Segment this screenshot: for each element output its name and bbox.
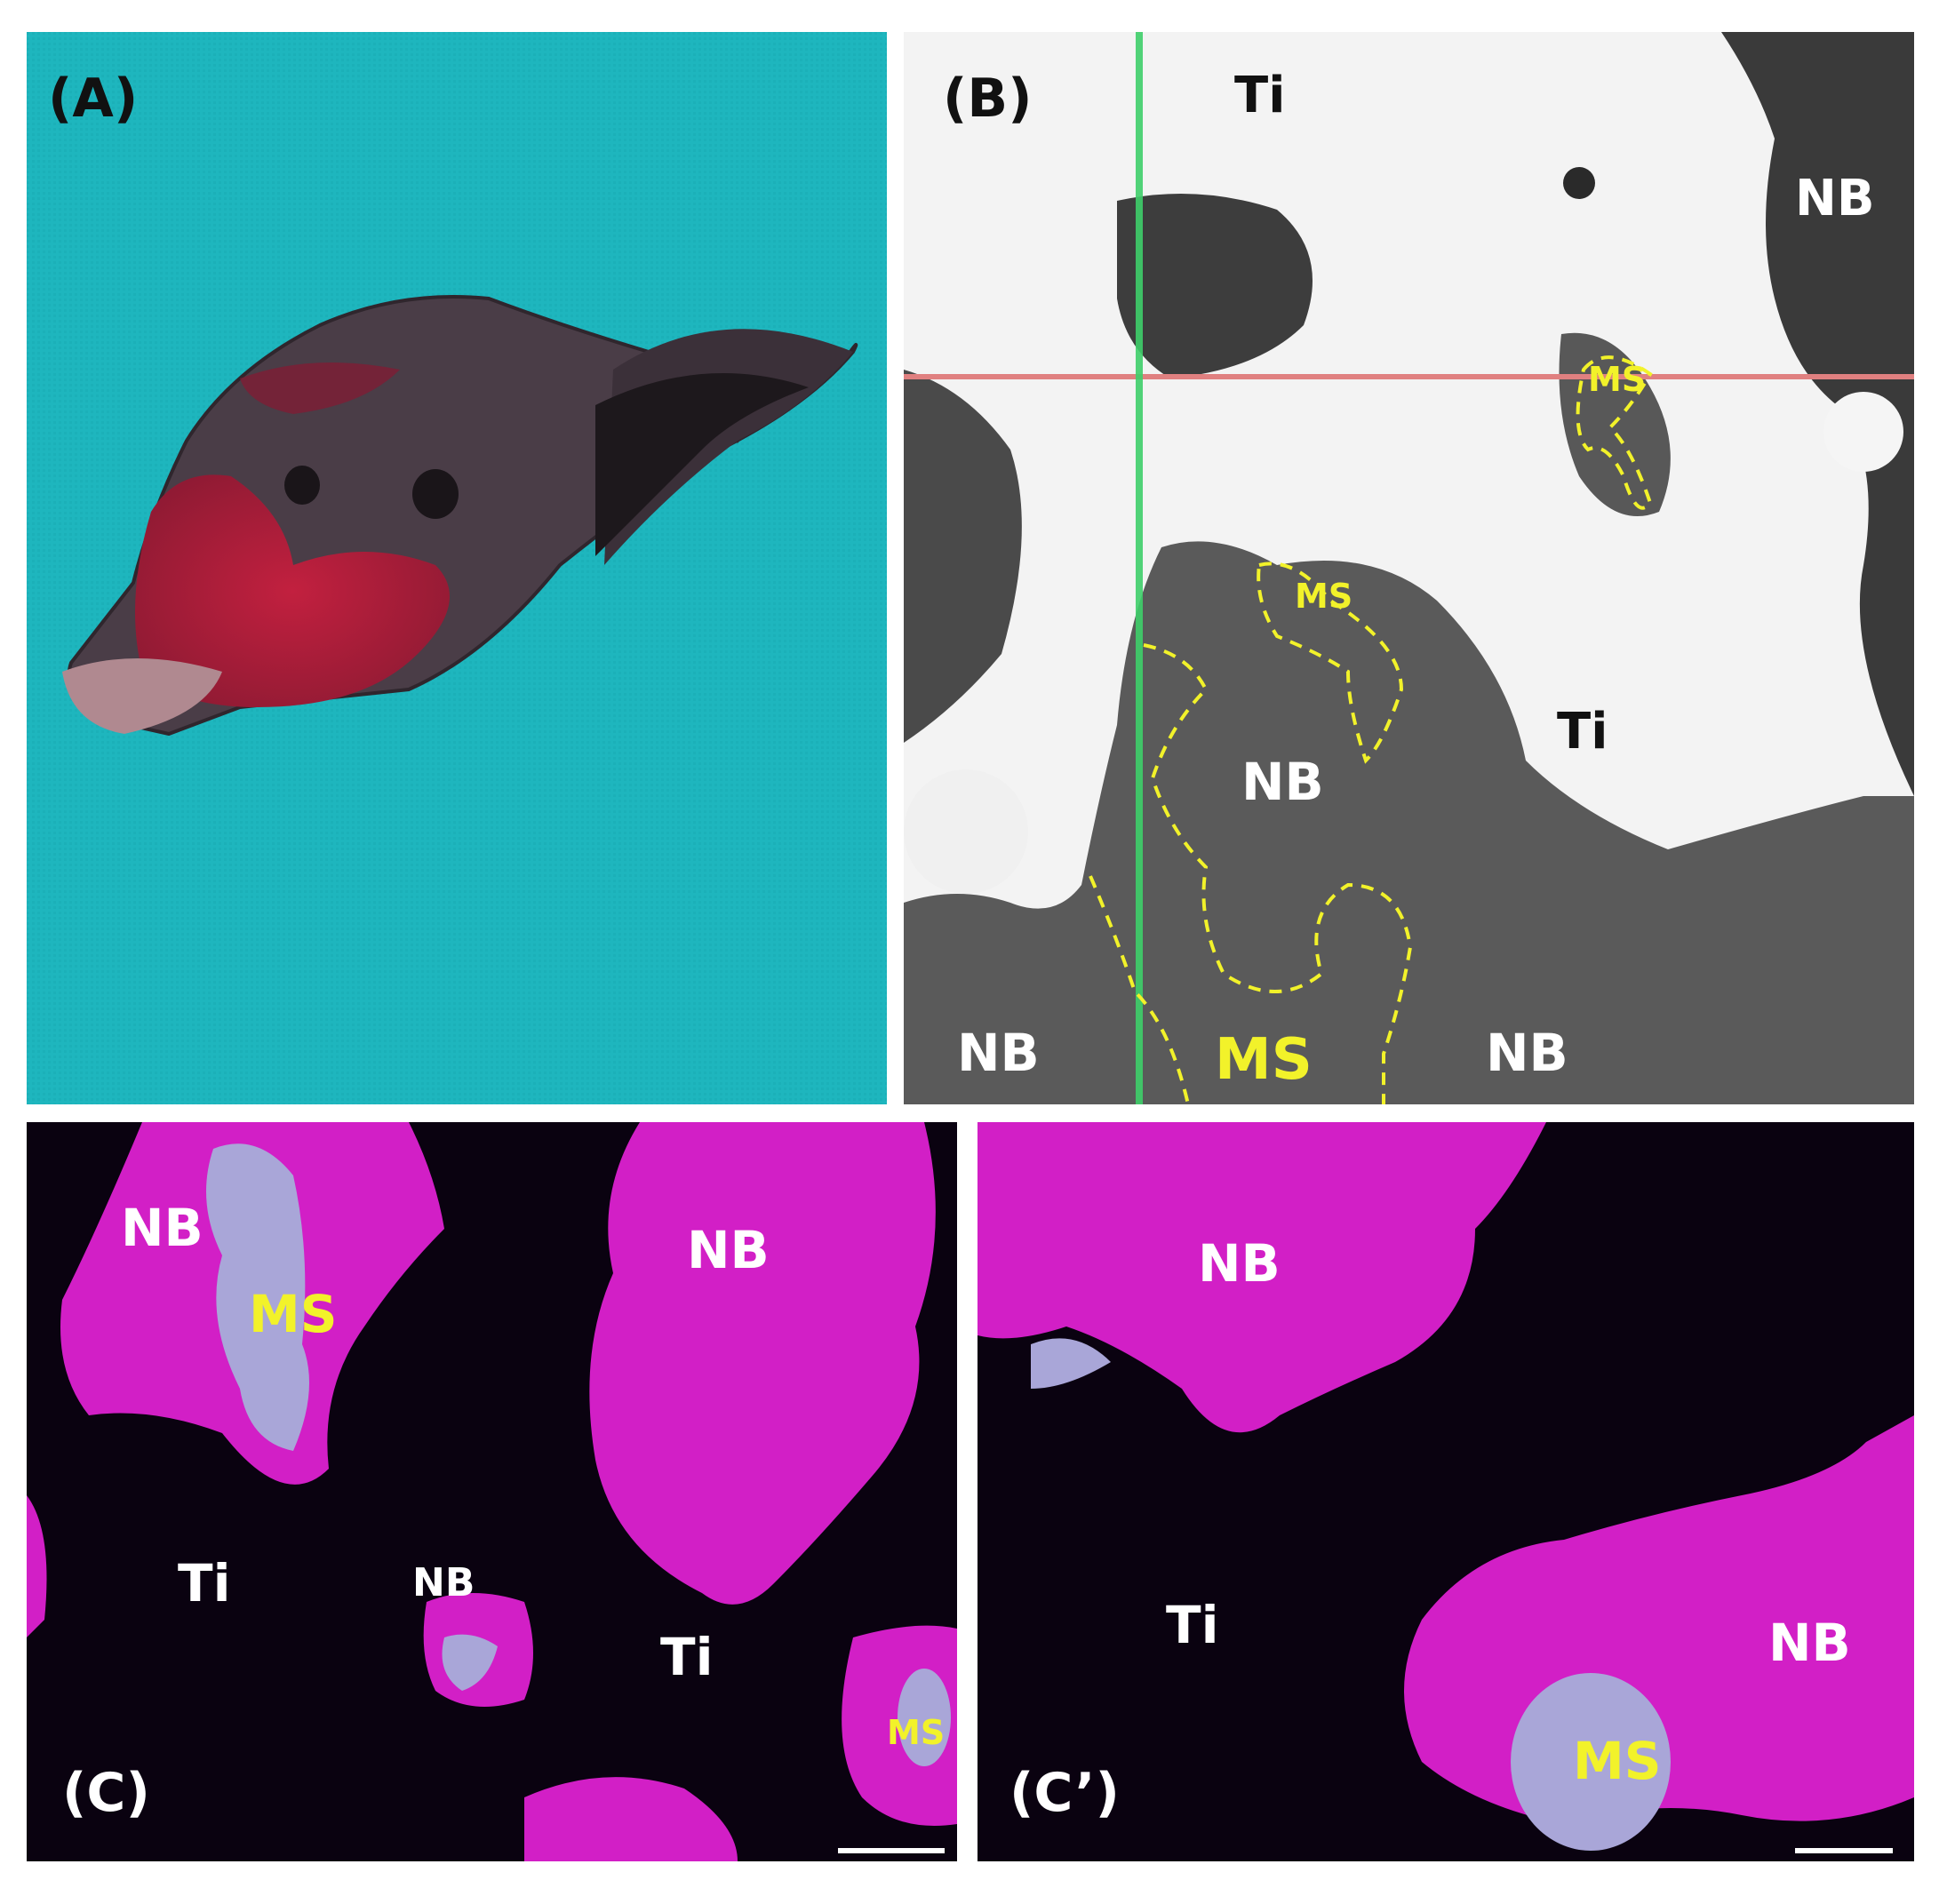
panel-a: (A)	[27, 32, 887, 1104]
panel-c-prime: (C’) NB Ti NB MS	[977, 1122, 1914, 1861]
panel-c-prime-region-ms: MS	[1573, 1731, 1662, 1791]
panel-c-region-ms-top-left: MS	[249, 1284, 338, 1344]
panel-c-prime-label: (C’)	[1009, 1762, 1120, 1824]
panel-c-prime-region-ti: Ti	[1166, 1595, 1219, 1655]
panel-c-prime-region-nb-top: NB	[1198, 1233, 1281, 1294]
panel-c-region-nb-small: NB	[412, 1560, 475, 1605]
panel-c-region-ti-right: Ti	[660, 1627, 714, 1687]
panel-b-region-nb-center: NB	[1241, 752, 1324, 812]
panel-b-label: (B)	[943, 68, 1033, 130]
panel-c: (C) NB MS NB Ti NB Ti MS	[27, 1122, 957, 1861]
panel-a-photo	[27, 32, 887, 1104]
panel-a-label: (A)	[48, 68, 139, 130]
panel-c-region-ti-left: Ti	[178, 1553, 231, 1613]
panel-c-label: (C)	[62, 1762, 150, 1824]
panel-b-region-nb-top-right: NB	[1795, 170, 1875, 227]
panel-b-region-ms-bottom: MS	[1215, 1027, 1313, 1093]
panel-b-region-ti-top: Ti	[1234, 67, 1286, 124]
panel-c-prime-scale-bar	[1795, 1848, 1893, 1853]
panel-c-region-ms-bottom-right: MS	[887, 1713, 946, 1752]
panel-c-prime-region-nb-bottom: NB	[1768, 1613, 1851, 1673]
panel-b-ct-image	[904, 32, 1914, 1104]
panel-c-histology-image	[27, 1122, 957, 1861]
panel-c-scale-bar	[838, 1848, 945, 1853]
panel-c-region-nb-top-right: NB	[687, 1220, 770, 1280]
panel-c-prime-histology-image	[977, 1122, 1914, 1861]
panel-b-region-ms-upper: MS	[1588, 360, 1647, 399]
panel-b-region-nb-bottom-left: NB	[957, 1023, 1040, 1083]
panel-b: (B) Ti NB MS MS Ti NB NB MS NB	[904, 32, 1914, 1104]
panel-c-region-nb-top-left: NB	[121, 1198, 203, 1258]
panel-b-region-ti-right: Ti	[1557, 703, 1608, 761]
panel-b-region-nb-bottom-right: NB	[1486, 1023, 1568, 1083]
panel-b-region-ms-middle: MS	[1295, 577, 1353, 616]
